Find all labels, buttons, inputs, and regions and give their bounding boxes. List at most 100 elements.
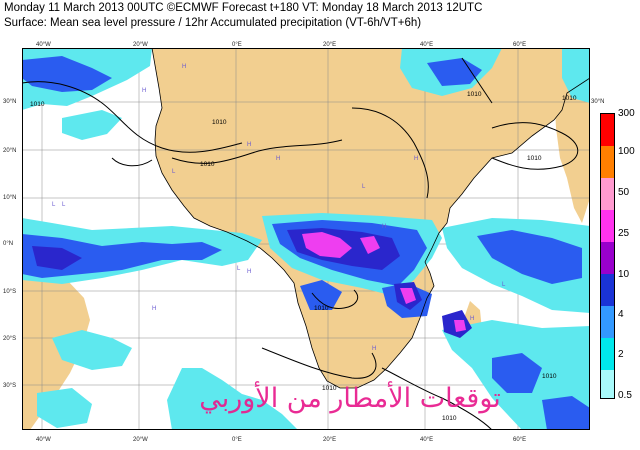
legend-level: 10 (618, 269, 630, 280)
pressure-mark: L (52, 202, 56, 208)
coastline (151, 48, 590, 389)
legend-level: 50 (618, 187, 630, 198)
lon-label-bottom: 0°E (232, 437, 242, 443)
lon-label-top: 40°E (420, 42, 434, 48)
pressure-mark: H (470, 316, 474, 322)
legend-level: 0.5 (618, 390, 632, 401)
precip-area (562, 48, 590, 103)
isobars (22, 57, 579, 430)
precip-area (542, 396, 590, 430)
isobar-label: 1010 (562, 95, 577, 102)
forecast-title: Monday 11 March 2013 00UTC ©ECMWF Foreca… (4, 2, 483, 14)
legend-level: 100 (618, 146, 635, 157)
pressure-mark: L (237, 266, 241, 272)
precip-area (477, 230, 582, 284)
isobar-label: 1010 (442, 415, 457, 422)
isobar (461, 57, 493, 104)
precip-area (22, 234, 222, 278)
lat-label-left: 0°N (3, 241, 14, 247)
legend-swatch (601, 306, 614, 338)
isobar (111, 157, 153, 167)
isobar-label: 1010 (314, 305, 329, 312)
pressure-mark: H (372, 346, 376, 352)
lon-label-bottom: 20°E (323, 437, 337, 443)
isobar-label-layer: 1010 1010 1010 1010 1010 1010 1010 1010 … (30, 91, 577, 422)
pressure-mark: L (62, 202, 66, 208)
precip-area (492, 353, 542, 393)
isobar (171, 139, 343, 164)
pressure-mark: H (152, 306, 156, 312)
lon-label-bottom: 40°W (36, 437, 51, 443)
precip-area (167, 368, 298, 430)
precipitation-legend (600, 113, 615, 399)
legend-level: 300 (618, 108, 635, 119)
lat-label-left: 30°N (3, 99, 17, 105)
lon-label-bottom: 40°E (420, 437, 434, 443)
map-frame (22, 48, 590, 430)
precip-area (37, 388, 92, 428)
isobar-label: 1010 (467, 91, 482, 98)
precip-area (400, 288, 416, 304)
precip-area (302, 232, 352, 258)
forecast-subtitle: Surface: Mean sea level pressure / 12hr … (4, 17, 422, 29)
weather-map: 1010 1010 1010 1010 1010 1010 1010 1010 … (22, 48, 590, 430)
pressure-mark: L (502, 282, 506, 288)
isobar-label: 1010 (212, 119, 227, 126)
isobar (351, 107, 429, 199)
pressure-mark: L (362, 184, 366, 190)
precip-area (427, 58, 482, 86)
precip-area (32, 246, 82, 270)
precip-area (62, 110, 122, 140)
lon-label-top: 60°E (513, 42, 527, 48)
pressure-mark: H (414, 156, 418, 162)
lon-label-top: 20°W (133, 42, 148, 48)
lon-label-bottom: 60°E (513, 437, 527, 443)
pressure-marks: H H H H L L L H L H H H L L H H (52, 64, 506, 352)
lat-label-right: 30°N (591, 99, 605, 105)
lat-label-left: 10°S (3, 289, 17, 295)
legend-swatch (601, 274, 614, 306)
precip-area (360, 236, 380, 254)
isobar (22, 81, 243, 153)
legend-swatch (601, 338, 614, 370)
legend-level: 25 (618, 228, 630, 239)
isobar-label: 1010 (527, 155, 542, 162)
pressure-mark: H (182, 64, 186, 70)
legend-level: 4 (618, 309, 624, 320)
legend-swatch (601, 146, 614, 178)
precip-area (300, 280, 342, 310)
legend-level: 2 (618, 349, 624, 360)
legend-swatch (601, 370, 614, 398)
pressure-mark: H (247, 269, 251, 275)
legend-swatch (601, 178, 614, 210)
isobar-label: 1010 (322, 385, 337, 392)
lat-label-left: 10°N (3, 195, 17, 201)
lon-label-top: 0°E (232, 42, 242, 48)
pressure-mark: H (247, 142, 251, 148)
isobar-label: 1010 (30, 101, 45, 108)
isobar (261, 347, 377, 379)
lat-label-left: 20°S (3, 336, 17, 342)
isobar-label: 1010 (200, 161, 215, 168)
lon-label-bottom: 20°W (133, 437, 148, 443)
precip-extreme (302, 232, 466, 332)
lon-label-top: 40°W (36, 42, 51, 48)
arabic-watermark: توقعات الأمطار من الأوربي (199, 383, 501, 414)
precip-area (52, 330, 132, 370)
pressure-mark: H (382, 224, 386, 230)
pressure-mark: H (142, 88, 146, 94)
isobar (491, 122, 579, 170)
pressure-mark: L (172, 169, 176, 175)
legend-swatch (601, 114, 614, 146)
lat-label-left: 30°S (3, 383, 17, 389)
isobar-label: 1010 (542, 373, 557, 380)
legend-swatch (601, 210, 614, 242)
isobar (381, 367, 493, 430)
pressure-mark: H (276, 156, 280, 162)
precip-area (454, 320, 466, 332)
legend-swatch (601, 242, 614, 274)
lat-label-left: 20°N (3, 148, 17, 154)
precip-area (22, 56, 112, 92)
isobar (311, 289, 359, 309)
lon-label-top: 20°E (323, 42, 337, 48)
